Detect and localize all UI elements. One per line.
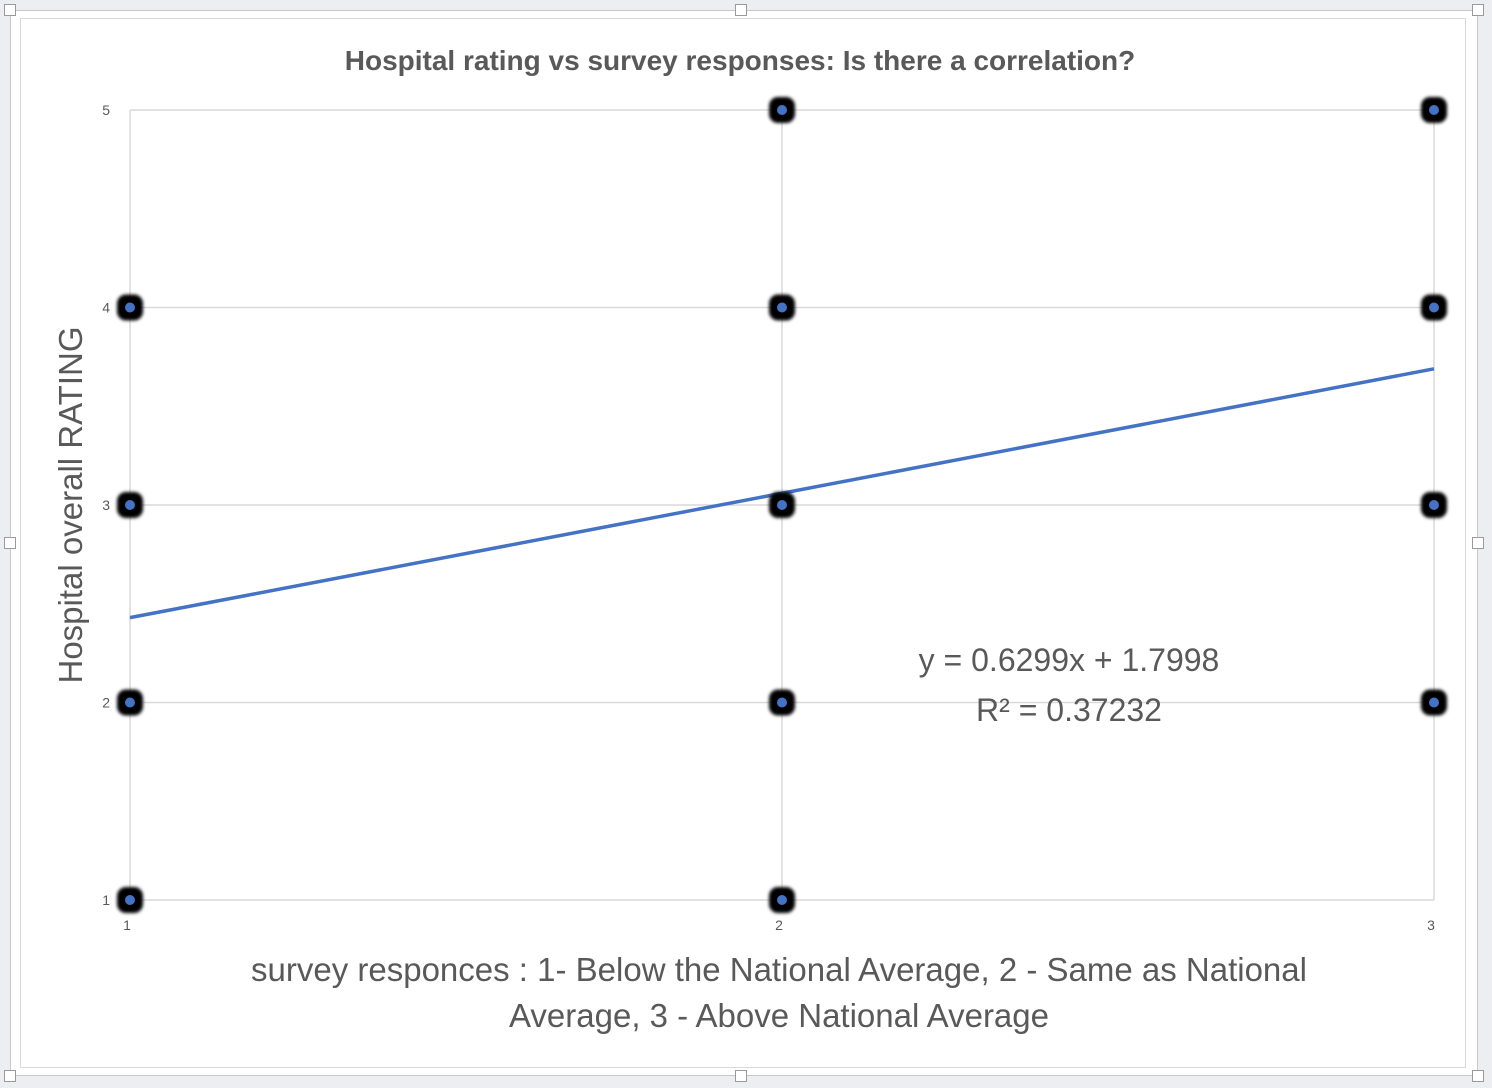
- y-axis-title: Hospital overall RATING: [52, 327, 89, 684]
- y-tick-label-1: 1: [102, 892, 110, 908]
- data-point-11[interactable]: [1421, 492, 1447, 518]
- y-tick-label-3: 3: [102, 497, 110, 513]
- data-point-8[interactable]: [769, 294, 795, 321]
- data-point-9[interactable]: [769, 97, 795, 123]
- x-tick-label-2: 2: [775, 917, 783, 933]
- chart-title: Hospital rating vs survey responses: Is …: [345, 45, 1136, 76]
- data-point-1[interactable]: [117, 887, 143, 913]
- data-point-5[interactable]: [769, 887, 795, 913]
- trendline-equation[interactable]: y = 0.6299x + 1.7998: [919, 642, 1220, 678]
- data-point-4[interactable]: [117, 294, 143, 321]
- data-point-12[interactable]: [1421, 294, 1447, 321]
- resize-handle-bottom-right[interactable]: [1472, 1070, 1484, 1082]
- chart-area[interactable]: [10, 10, 1478, 1076]
- data-point-13[interactable]: [1421, 97, 1447, 123]
- resize-handle-top-left[interactable]: [4, 4, 16, 16]
- data-point-10[interactable]: [1421, 689, 1447, 716]
- x-tick-label-3: 3: [1427, 917, 1435, 933]
- x-tick-label-1: 1: [123, 917, 131, 933]
- resize-handle-bottom-left[interactable]: [4, 1070, 16, 1082]
- data-points: [117, 97, 1447, 913]
- resize-handle-bottom[interactable]: [735, 1070, 747, 1082]
- x-axis-title-line-1: survey responces : 1- Below the National…: [251, 951, 1307, 988]
- resize-handle-left[interactable]: [4, 537, 16, 549]
- resize-handle-top[interactable]: [735, 4, 747, 16]
- y-tick-label-2: 2: [102, 695, 110, 711]
- data-point-6[interactable]: [769, 689, 795, 716]
- trendline-r-squared[interactable]: R² = 0.37232: [976, 692, 1162, 728]
- tick-labels: 1 2 3 4 5 1 2 3: [102, 102, 1435, 933]
- y-tick-label-4: 4: [102, 300, 110, 316]
- resize-handle-top-right[interactable]: [1472, 4, 1484, 16]
- x-axis-title-line-2: Average, 3 - Above National Average: [509, 997, 1049, 1034]
- data-point-2[interactable]: [117, 689, 143, 716]
- y-tick-label-5: 5: [102, 102, 110, 118]
- resize-handle-right[interactable]: [1472, 537, 1484, 549]
- data-point-3[interactable]: [117, 492, 143, 518]
- data-point-7[interactable]: [769, 492, 795, 518]
